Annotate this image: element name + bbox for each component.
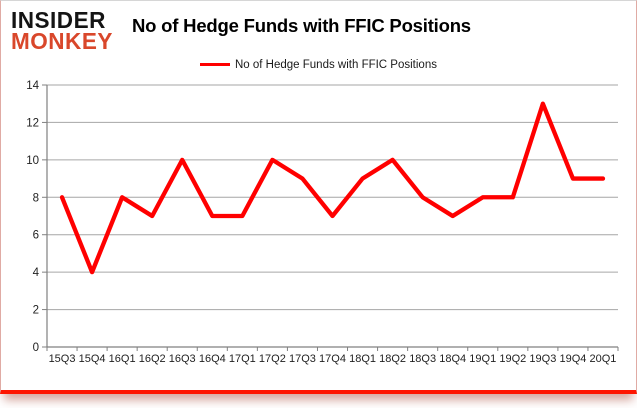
x-axis-tick-label: 19Q4 bbox=[559, 353, 586, 365]
x-axis-tick-label: 16Q4 bbox=[199, 353, 226, 365]
x-axis-tick-label: 18Q1 bbox=[349, 353, 376, 365]
y-axis-tick-label: 8 bbox=[33, 193, 39, 205]
logo-text-monkey: MONKEY bbox=[11, 28, 113, 55]
x-axis-tick-label: 15Q3 bbox=[49, 353, 76, 365]
series-line bbox=[59, 101, 606, 275]
y-axis-tick-label: 2 bbox=[33, 305, 39, 317]
x-axis-tick-label: 17Q2 bbox=[259, 353, 286, 365]
chart-legend: No of Hedge Funds with FFIC Positions bbox=[1, 57, 636, 72]
x-axis-tick-label: 19Q2 bbox=[499, 353, 526, 365]
insider-monkey-logo: INSIDER MONKEY bbox=[11, 7, 113, 55]
y-axis-tick-label: 0 bbox=[33, 342, 39, 354]
logo-text-insider: INSIDER bbox=[11, 7, 106, 33]
y-axis-tick-label: 14 bbox=[26, 80, 39, 92]
x-axis-tick-label: 16Q2 bbox=[139, 353, 166, 365]
legend-label: No of Hedge Funds with FFIC Positions bbox=[235, 58, 437, 71]
x-axis-tick-label: 18Q4 bbox=[439, 353, 466, 365]
x-axis-tick-label: 19Q1 bbox=[469, 353, 496, 365]
x-axis-tick-label: 18Q3 bbox=[409, 353, 436, 365]
x-axis-tick-label: 17Q1 bbox=[229, 353, 256, 365]
x-axis-tick-label: 16Q3 bbox=[169, 353, 196, 365]
x-axis-tick-label: 19Q3 bbox=[529, 353, 556, 365]
x-axis-tick-label: 20Q1 bbox=[590, 353, 617, 365]
x-axis-tick-label: 15Q4 bbox=[79, 353, 106, 365]
x-axis-tick-label: 17Q4 bbox=[319, 353, 346, 365]
y-axis-tick-label: 4 bbox=[33, 267, 40, 279]
x-axis-tick-label: 18Q2 bbox=[379, 353, 406, 365]
page-title: No of Hedge Funds with FFIC Positions bbox=[131, 15, 471, 36]
legend-line-swatch bbox=[200, 63, 230, 67]
y-axis-tick-label: 10 bbox=[26, 155, 39, 167]
x-axis-tick-label: 16Q1 bbox=[109, 353, 136, 365]
x-axis-tick-label: 17Q3 bbox=[289, 353, 316, 365]
y-axis-tick-label: 12 bbox=[26, 118, 39, 130]
y-axis-tick-label: 6 bbox=[33, 230, 39, 242]
chart-card: INSIDER MONKEY No of Hedge Funds with FF… bbox=[0, 0, 637, 394]
chart-header: INSIDER MONKEY No of Hedge Funds with FF… bbox=[1, 1, 636, 52]
